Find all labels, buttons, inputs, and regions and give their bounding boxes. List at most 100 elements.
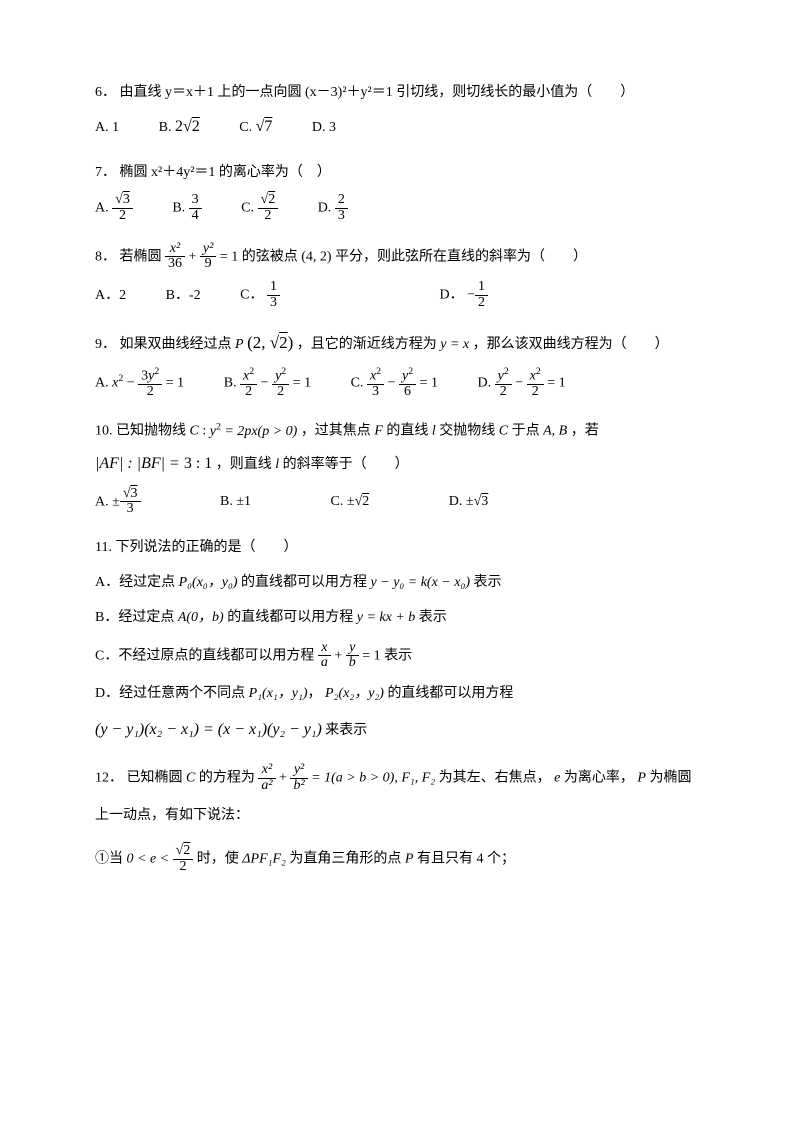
q7-opt-c: C. √22	[241, 193, 278, 223]
q10-opt-c: C. ±√2	[331, 489, 370, 514]
q11-b-eq: y = kx + b	[357, 610, 416, 625]
q12-e: e	[554, 770, 560, 785]
q7-opt-b: B. 34	[172, 193, 201, 223]
q6-c-rad: 7	[264, 113, 272, 142]
q6-b-rad: 2	[192, 113, 200, 142]
q9-c-label: C.	[351, 376, 364, 391]
document-page: 6． 由直线 y＝x＋1 上的一点向圆 (x－3)²＋y²＝1 引切线，则切线长…	[0, 0, 800, 1132]
q10-a-label: A.	[95, 494, 109, 509]
q11-opt-b: B．经过定点 A(0，b) 的直线都可以用方程 y = kx + b 表示	[95, 605, 705, 630]
q9-asym: y = x	[440, 337, 469, 352]
q11-b3: 表示	[419, 610, 447, 625]
q12-s1eq: 0 < e <	[127, 852, 170, 867]
q12-t5: 为椭圆	[649, 770, 691, 785]
q6-eq2: (x－3)²＋y²＝1	[305, 85, 393, 100]
q11-opt-a: A．经过定点 P₀(x₀，y₀) 的直线都可以用方程 y − y₀ = k(x …	[95, 570, 705, 595]
q10-c-label: C.	[331, 494, 344, 509]
q11-a-eq: y − y₀ = k(x − x₀)	[371, 575, 470, 590]
q9-P: P	[235, 337, 244, 352]
q12-s1b: 时，使	[197, 852, 239, 867]
question-8: 8． 若椭圆 x²36 + y²9 = 1 的弦被点 (4, 2) 平分，则此弦…	[95, 242, 705, 311]
q7-opt-a: A. √32	[95, 193, 133, 223]
q10-C2: C	[499, 424, 508, 439]
q6-number: 6．	[95, 85, 116, 100]
q10-l: l	[432, 424, 436, 439]
q10-a-den: 3	[120, 502, 141, 517]
q9-opt-a: A. x2 − 3y22 = 1	[95, 367, 184, 400]
q11-a3: 表示	[474, 575, 502, 590]
q12-xa: x²	[258, 763, 275, 779]
q12-s1d2: 有且只有 4 个；	[417, 852, 515, 867]
q10-t3: 的直线	[386, 424, 428, 439]
q11-opt-d: D．经过任意两个不同点 P₁(x₁，y₁)， P₂(x₂，y₂) 的直线都可以用…	[95, 681, 705, 706]
q11-a2: 的直线都可以用方程	[241, 575, 367, 590]
q7-d-den: 3	[335, 209, 348, 224]
question-11: 11. 下列说法的正确的是（ ） A．经过定点 P₀(x₀，y₀) 的直线都可以…	[95, 535, 705, 745]
q11-a1: A．经过定点	[95, 575, 175, 590]
q6-opt-a: A. 1	[95, 115, 119, 140]
q10-t7: ，则直线	[216, 457, 272, 472]
q12-f12: F₁, F₂	[401, 770, 435, 785]
q7-a-den: 2	[112, 209, 133, 224]
q9-t1: 如果双曲线经过点	[120, 337, 232, 352]
q7-opt-d: D. 23	[318, 193, 348, 223]
q12-s1P: P	[405, 852, 414, 867]
q11-dp2: P₂(x₂，y₂)	[325, 686, 384, 701]
q8-c-den: 3	[267, 296, 280, 311]
q10-t2: ，过其焦点	[301, 424, 371, 439]
q8-t1: 若椭圆	[120, 249, 162, 264]
q11-c1: C．不经过原点的直线都可以用方程	[95, 648, 314, 663]
q8-f1n: x²	[165, 242, 185, 258]
q7-c-num: 2	[268, 193, 275, 208]
q9-opt-b: B. x22 − y22 = 1	[224, 367, 311, 400]
q8-d-num: 1	[475, 280, 488, 296]
q6-opt-b: B. 2√2	[159, 113, 200, 142]
q12-P: P	[637, 770, 646, 785]
q7-eq: x²＋4y²＝1	[151, 165, 215, 180]
q9-opt-d: D. y22 − x22 = 1	[478, 367, 566, 400]
q11-c2: 表示	[384, 648, 412, 663]
q7-d-num: 2	[335, 193, 348, 209]
q10-t8: 的斜率等于（ ）	[283, 457, 409, 472]
q8-options: A．2 B．-2 C． 13 D． −12	[95, 280, 705, 310]
q11-dp1: P₁(x₁，y₁)	[249, 686, 308, 701]
q10-t1: 已知抛物线	[116, 424, 186, 439]
q7-b-label: B.	[172, 201, 185, 216]
q12-b2: b²	[290, 779, 307, 794]
q9-t2: ，且它的渐近线方程为	[297, 337, 437, 352]
q6-t1: 由直线	[120, 85, 166, 100]
q7-a-num: 3	[123, 193, 130, 208]
q12-a2: a²	[258, 779, 275, 794]
question-10: 10. 已知抛物线 C : y2 = 2px(p > 0) ，过其焦点 F 的直…	[95, 418, 705, 517]
q6-opt-c: C. √7	[239, 113, 272, 142]
q11-b1: B．经过定点	[95, 610, 174, 625]
q10-C: C	[190, 424, 199, 439]
q10-AB: A, B	[543, 424, 567, 439]
q6-b-coef: 2	[175, 118, 183, 135]
q8-opt-d: D． −12	[439, 280, 488, 310]
q8-opt-b: B．-2	[166, 283, 201, 308]
q12-t4: 为离心率，	[564, 770, 634, 785]
q12-cond: = 1(a > b > 0)	[311, 770, 394, 785]
q12-t2: 的方程为	[199, 770, 255, 785]
q12-s1n: 2	[183, 844, 190, 859]
q12-C: C	[186, 770, 195, 785]
q10-l2: l	[275, 457, 279, 472]
q8-number: 8．	[95, 249, 116, 264]
q12-number: 12．	[95, 770, 123, 785]
q11-cfb: b	[346, 656, 359, 671]
q11-b2: 的直线都可以用方程	[227, 610, 353, 625]
q11-cfx: x	[318, 641, 331, 657]
q11-number: 11.	[95, 540, 112, 555]
q8-t3: 平分，则此弦所在直线的斜率为（ ）	[335, 249, 587, 264]
q12-t1: 已知椭圆	[127, 770, 183, 785]
q8-f2d: 9	[200, 257, 216, 272]
q11-opt-c: C．不经过原点的直线都可以用方程 xa + yb = 1 表示	[95, 641, 705, 671]
question-9: 9． 如果双曲线经过点 P (2, √2) ，且它的渐近线方程为 y = x ，…	[95, 328, 705, 400]
q9-options: A. x2 − 3y22 = 1 B. x22 − y22 = 1 C. x23…	[95, 367, 705, 400]
q7-b-num: 3	[189, 193, 202, 209]
q11-cfa: a	[318, 656, 331, 671]
q7-options: A. √32 B. 34 C. √22 D. 23	[95, 193, 705, 223]
q7-t1: 椭圆	[120, 165, 152, 180]
q6-eq1: y＝x＋1	[165, 85, 214, 100]
